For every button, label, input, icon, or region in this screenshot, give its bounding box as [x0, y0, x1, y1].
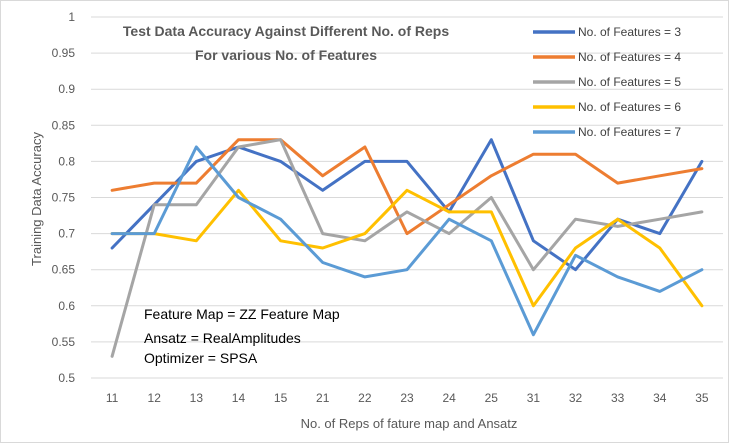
- x-tick-label: 13: [190, 391, 204, 405]
- series-line-4: [110, 188, 704, 308]
- series-line-1: [110, 138, 704, 272]
- x-tick-label: 33: [611, 391, 625, 405]
- y-tick-label: 1: [68, 10, 75, 24]
- legend-label-4: No. of Features = 6: [578, 100, 681, 114]
- y-tick-label: 0.95: [52, 46, 76, 60]
- series-line-5: [110, 145, 704, 337]
- y-tick-label: 0.75: [52, 191, 76, 205]
- y-axis-ticks: 0.5 0.55 0.6 0.65 0.7 0.75 0.8 0.85 0.9 0.95 1: [52, 10, 76, 385]
- annotation-feature-map: Feature Map = ZZ Feature Map: [144, 306, 340, 322]
- x-tick-label: 35: [695, 391, 709, 405]
- annotation-ansatz: Ansatz = RealAmplitudes: [144, 330, 301, 346]
- legend-label-3: No. of Features = 5: [578, 75, 681, 89]
- series-lines: [110, 138, 704, 358]
- legend-label-5: No. of Features = 7: [578, 125, 681, 139]
- x-tick-label: 32: [569, 391, 583, 405]
- x-tick-label: 11: [106, 391, 119, 405]
- x-axis-ticks: 11 12 13 14 15 21 22 23 24 25 31 32 33 34 35: [106, 391, 709, 405]
- x-tick-label: 31: [527, 391, 541, 405]
- gridlines: [91, 16, 723, 379]
- y-tick-label: 0.9: [58, 82, 75, 96]
- y-tick-label: 0.6: [58, 299, 75, 313]
- y-axis-label: Training Data Accuracy: [29, 132, 44, 266]
- x-tick-label: 15: [274, 391, 288, 405]
- series-line-2: [110, 138, 704, 236]
- x-tick-label: 24: [442, 391, 456, 405]
- chart-subtitle: For various No. of Features: [195, 47, 377, 63]
- chart-title: Test Data Accuracy Against Different No.…: [123, 23, 449, 39]
- x-tick-label: 25: [485, 391, 499, 405]
- legend: No. of Features = 3 No. of Features = 4 No…: [533, 25, 681, 139]
- x-tick-label: 14: [232, 391, 246, 405]
- x-tick-label: 21: [316, 391, 330, 405]
- x-tick-label: 22: [358, 391, 372, 405]
- legend-label-2: No. of Features = 4: [578, 50, 681, 64]
- series-line-3: [110, 138, 704, 358]
- x-tick-label: 34: [653, 391, 667, 405]
- y-tick-label: 0.7: [58, 227, 75, 241]
- x-tick-label: 12: [148, 391, 162, 405]
- annotation-optimizer: Optimizer = SPSA: [144, 350, 258, 366]
- legend-label-1: No. of Features = 3: [578, 25, 681, 39]
- y-tick-label: 0.5: [58, 371, 75, 385]
- y-tick-label: 0.8: [58, 154, 75, 168]
- y-tick-label: 0.85: [52, 118, 76, 132]
- y-tick-label: 0.55: [52, 335, 76, 349]
- y-tick-label: 0.65: [52, 263, 76, 277]
- x-axis-label: No. of Reps of fature map and Ansatz: [301, 416, 518, 431]
- x-tick-label: 23: [400, 391, 414, 405]
